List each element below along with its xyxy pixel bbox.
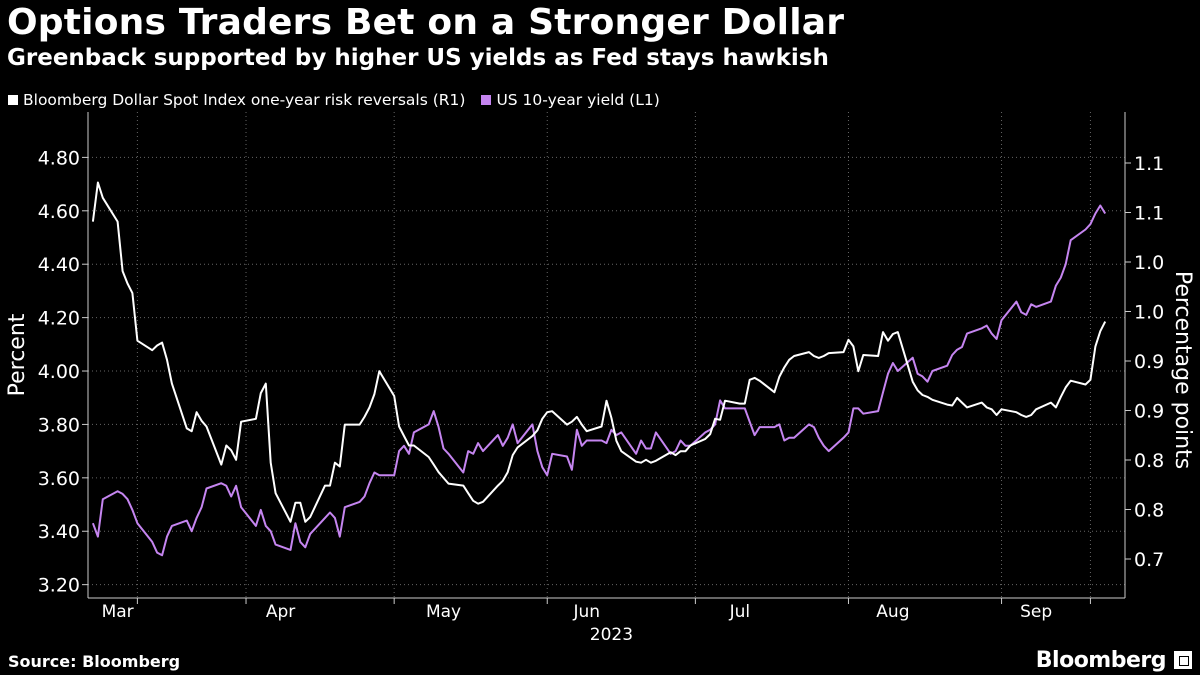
x-axis-label: 2023 bbox=[590, 625, 633, 645]
right-y-tick-label: 1.0 bbox=[1134, 252, 1164, 274]
left-y-tick-label: 4.00 bbox=[38, 361, 80, 383]
x-tick-label: Mar bbox=[102, 602, 134, 622]
chart-subtitle: Greenback supported by higher US yields … bbox=[7, 45, 829, 71]
right-y-tick-label: 0.9 bbox=[1134, 351, 1164, 373]
x-tick-label: Jul bbox=[729, 602, 751, 622]
left-y-tick-label: 4.60 bbox=[38, 201, 80, 223]
legend-label-yield: US 10-year yield (L1) bbox=[496, 91, 660, 109]
left-y-tick-label: 3.20 bbox=[38, 575, 80, 597]
series-lines bbox=[91, 181, 1107, 557]
legend-item-risk-reversals: Bloomberg Dollar Spot Index one-year ris… bbox=[8, 91, 465, 109]
left-y-tick-label: 3.60 bbox=[38, 468, 80, 490]
grid-lines bbox=[88, 112, 1125, 598]
legend-swatch-yield bbox=[481, 95, 492, 105]
axes: Mar Apr May Jun Jul Aug Sep 2023 4.80 4.60 4.40 4.2… bbox=[5, 112, 1195, 645]
legend-swatch-risk-reversals bbox=[8, 95, 18, 105]
legend-label-risk-reversals: Bloomberg Dollar Spot Index one-year ris… bbox=[23, 91, 466, 109]
x-tick-label: May bbox=[426, 602, 461, 622]
left-y-tick-label: 3.80 bbox=[38, 414, 80, 436]
bloomberg-mark-icon bbox=[1174, 651, 1192, 669]
chart-title: Options Traders Bet on a Stronger Dollar bbox=[7, 2, 845, 43]
right-y-tick-label: 0.7 bbox=[1134, 549, 1164, 571]
right-y-tick-label: 1.0 bbox=[1134, 302, 1164, 324]
chart-legend: Bloomberg Dollar Spot Index one-year ris… bbox=[8, 91, 660, 109]
left-axis-title: Percent bbox=[5, 313, 30, 396]
left-y-tick-label: 4.40 bbox=[38, 254, 80, 276]
x-tick-label: Jun bbox=[572, 602, 600, 622]
x-tick-label: Apr bbox=[266, 602, 295, 622]
series-line-us-10y-yield bbox=[91, 204, 1107, 557]
right-y-tick-label: 1.1 bbox=[1134, 153, 1164, 175]
right-y-tick-label: 0.8 bbox=[1134, 500, 1164, 522]
series-line-risk-reversals bbox=[91, 181, 1107, 523]
line-chart: Mar Apr May Jun Jul Aug Sep 2023 4.80 4.60 4.40 4.2… bbox=[5, 112, 1195, 645]
right-axis-title: Percentage points bbox=[1170, 271, 1195, 469]
x-tick-label: Aug bbox=[876, 602, 909, 622]
left-y-tick-label: 4.20 bbox=[38, 308, 80, 330]
right-y-tick-label: 0.8 bbox=[1134, 450, 1164, 472]
x-tick-label: Sep bbox=[1020, 602, 1052, 622]
legend-item-yield: US 10-year yield (L1) bbox=[481, 91, 660, 109]
left-y-tick-label: 4.80 bbox=[38, 147, 80, 169]
bloomberg-logo: Bloomberg bbox=[1035, 648, 1167, 673]
source-note: Source: Bloomberg bbox=[8, 652, 181, 671]
right-y-tick-label: 1.1 bbox=[1134, 203, 1164, 225]
right-y-tick-label: 0.9 bbox=[1134, 401, 1164, 423]
left-y-tick-label: 3.40 bbox=[38, 521, 80, 543]
